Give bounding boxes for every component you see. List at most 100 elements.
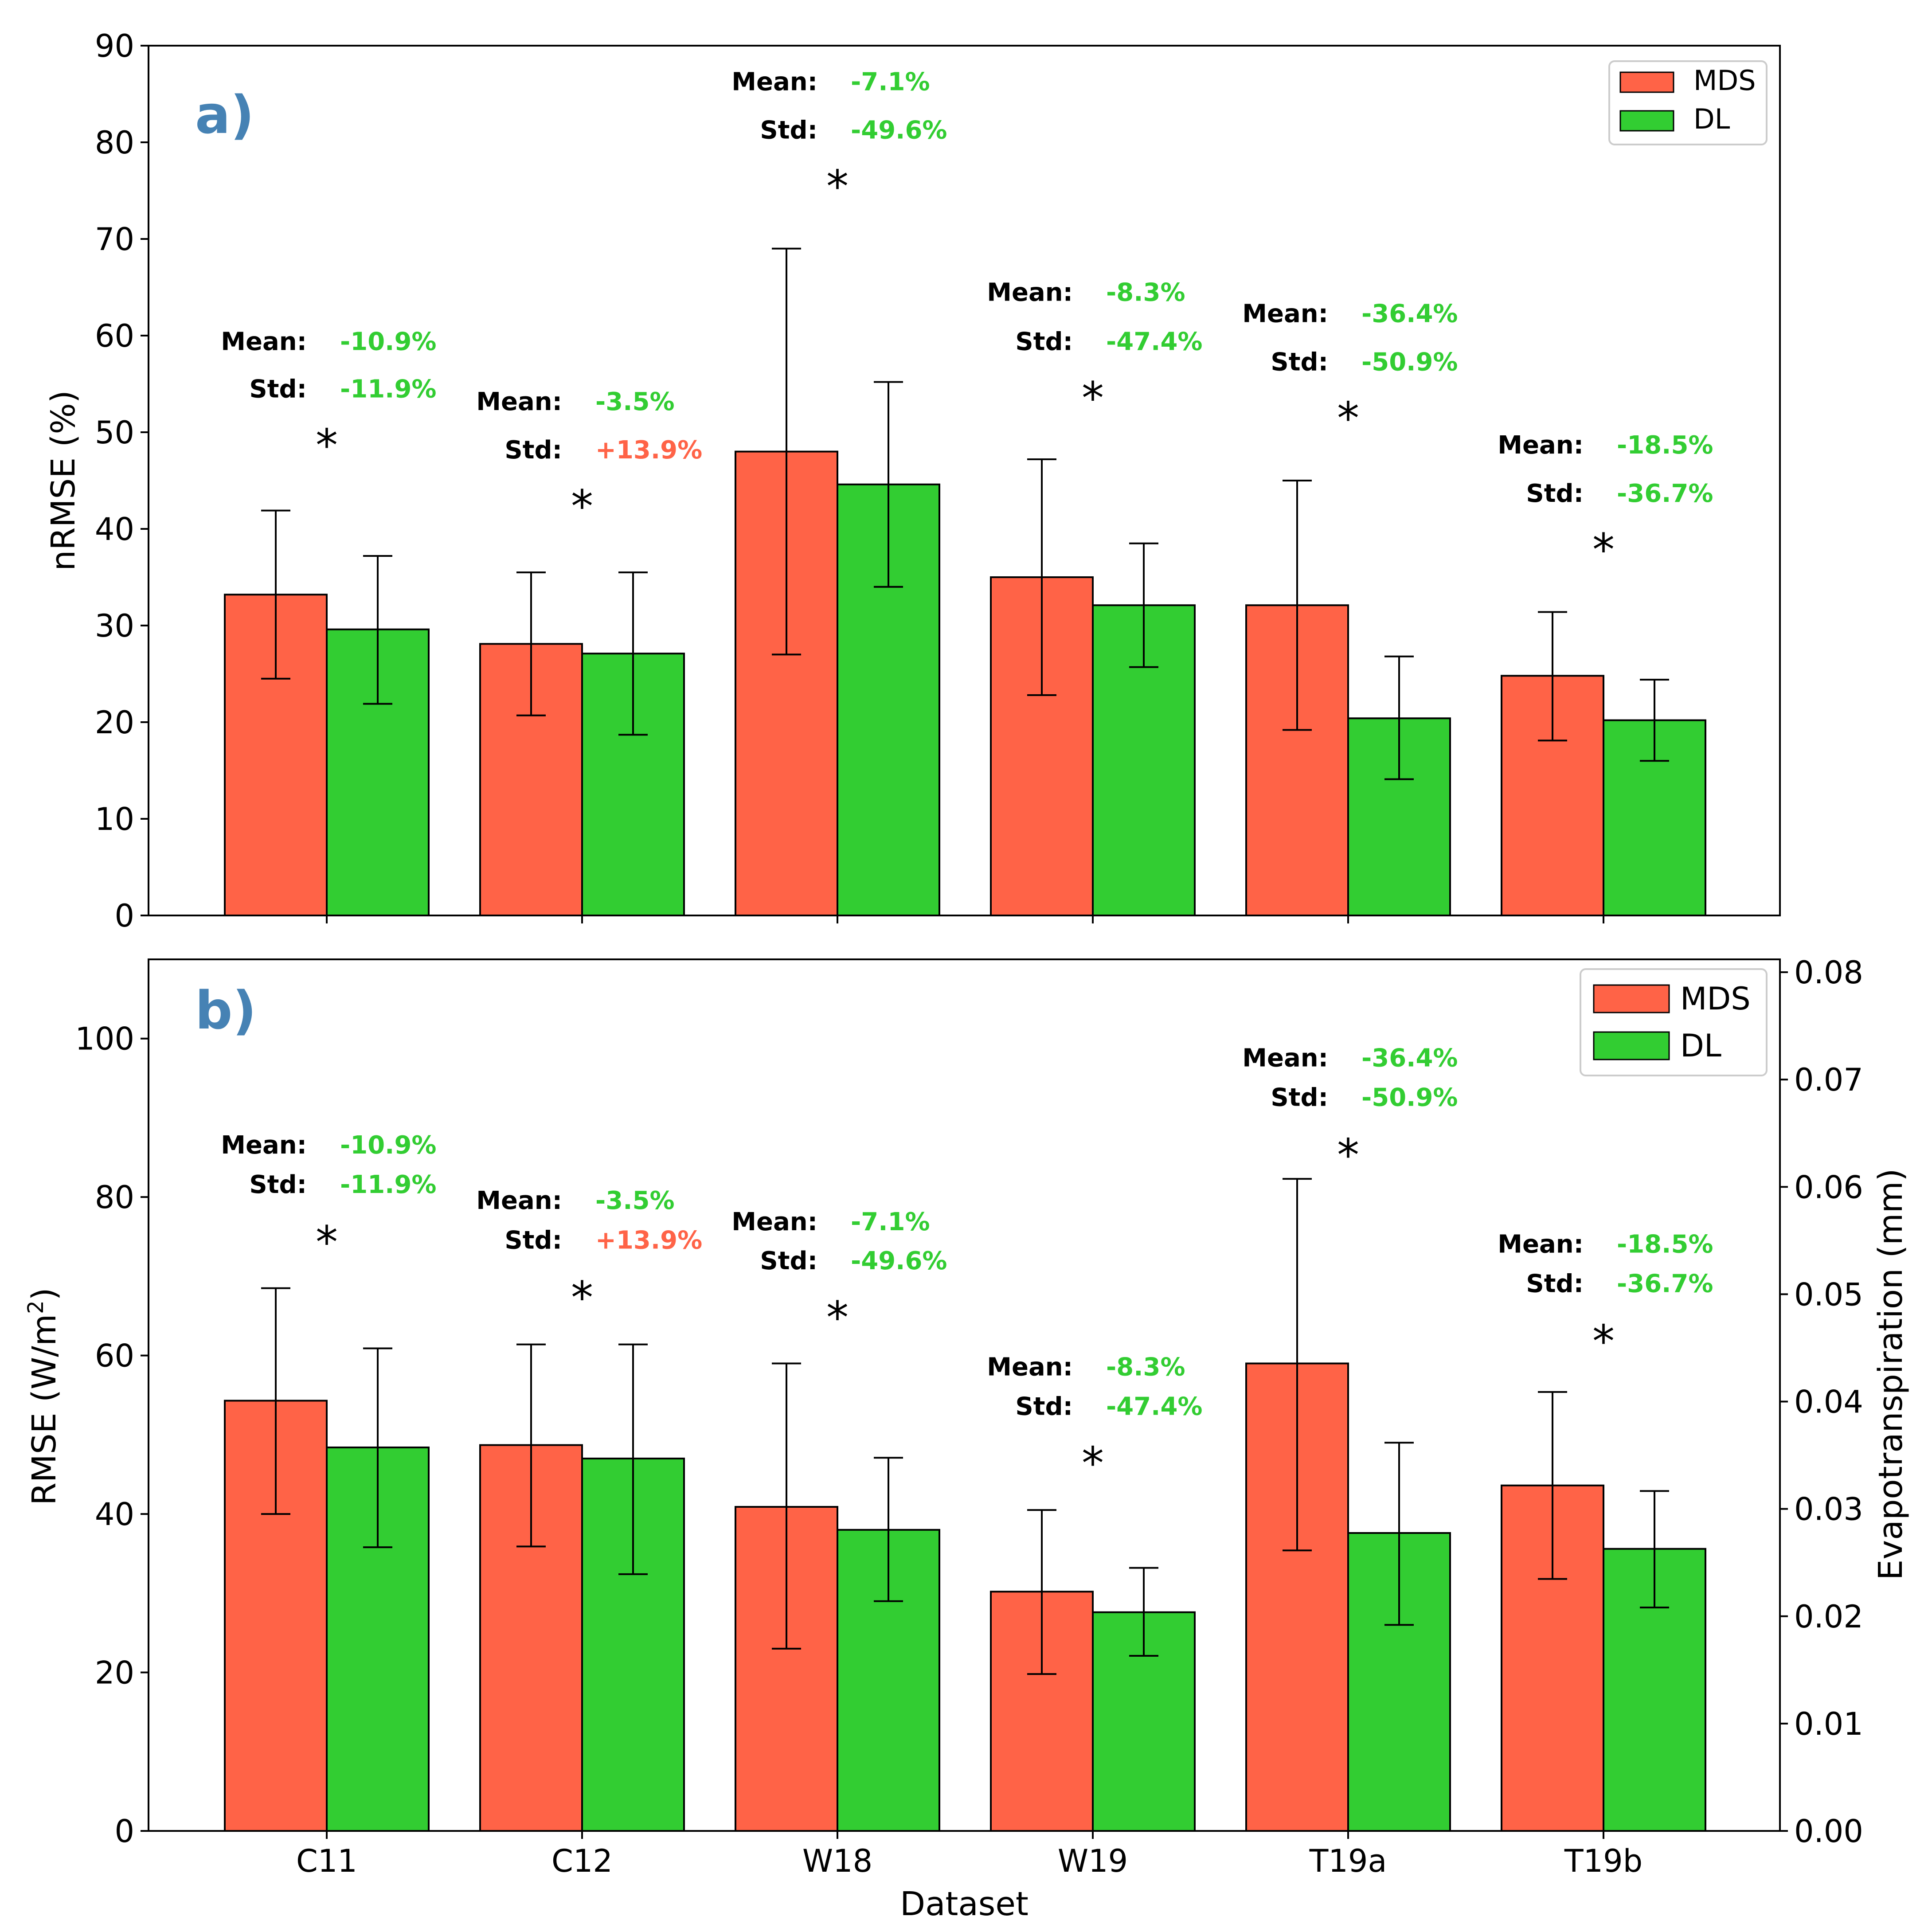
annot-std-label-w19: Std: [1015, 1392, 1073, 1421]
panel-b-legend: MDS DL [1580, 968, 1768, 1076]
annot-mean-label-w19: Mean: [987, 278, 1073, 307]
y2-tick-label-0.07: 0.07 [1794, 1062, 1863, 1098]
panel-b-chart: 0 20 40 60 80 100 0.00 0.01 0.02 0.03 0.04 0.05 0.0… [23, 954, 1910, 1923]
panel-b-y2label: Evapotranspiration (mm) [1872, 1169, 1910, 1580]
annot-star-w19: * [1082, 1437, 1104, 1489]
annot-std-label-t19b: Std: [1526, 1270, 1584, 1298]
panel-a-x-ticks [326, 915, 1604, 923]
panel-a-legend-swatch-dl [1619, 110, 1674, 132]
panel-b-ylabel: RMSE (W/m2) [23, 1288, 63, 1506]
panel-a-annotations: Mean: -10.9% Std: -11.9% * Mean: -3.5% Std: +13.… [221, 67, 1713, 575]
annot-star-t19a: * [1337, 392, 1359, 444]
panel-a-ylabel: nRMSE (%) [44, 390, 82, 571]
y-tick-label-40: 40 [95, 511, 134, 548]
panel-a-legend-label-dl: DL [1693, 103, 1730, 135]
annot-std-value-c12: +13.9% [595, 436, 702, 465]
y2-tick-label-0.02: 0.02 [1794, 1599, 1863, 1635]
annot-std-label-t19a: Std: [1271, 348, 1328, 376]
y-tick-label-20: 20 [95, 1655, 134, 1691]
y-tick-label-80: 80 [95, 125, 134, 161]
y-tick-label-10: 10 [95, 801, 134, 837]
annot-std-label-c11: Std: [249, 1170, 307, 1199]
annot-mean-value-t19b: -18.5% [1617, 431, 1713, 460]
panel-a-legend-label-mds: MDS [1693, 64, 1756, 97]
panel-b-legend-swatch-dl [1593, 1031, 1670, 1060]
annot-star-t19b: * [1592, 1315, 1615, 1367]
annot-star-t19b: * [1592, 524, 1615, 576]
annot-mean-value-t19a: -36.4% [1361, 1044, 1458, 1072]
annot-std-label-w18: Std: [760, 1247, 817, 1275]
y-tick-label-20: 20 [95, 704, 134, 741]
x-tick-label-w18: W18 [802, 1843, 872, 1879]
annot-std-label-w18: Std: [760, 116, 817, 145]
y-tick-label-100: 100 [75, 1021, 134, 1057]
panel-a-legend-swatch-mds [1619, 71, 1674, 93]
panel-b-y2-ticks: 0.00 0.01 0.02 0.03 0.04 0.05 0.06 0.07 0.08 [1780, 954, 1863, 1850]
annot-mean-label-c12: Mean: [476, 387, 562, 416]
annot-std-value-t19b: -36.7% [1617, 479, 1713, 508]
annot-std-value-t19b: -36.7% [1617, 1270, 1713, 1298]
annot-mean-label-t19a: Mean: [1242, 299, 1328, 328]
panel-b-legend-label-dl: DL [1680, 1028, 1721, 1064]
y2-tick-label-0.01: 0.01 [1794, 1706, 1863, 1742]
panel-b-legend-swatch-mds [1593, 984, 1670, 1013]
annot-star-t19a: * [1337, 1129, 1359, 1181]
x-tick-label-c12: C12 [551, 1843, 613, 1879]
y-tick-label-40: 40 [95, 1496, 134, 1533]
panel-a-chart: 0 10 20 30 40 50 60 70 80 90 nRMSE (%) a) Mean: -1… [44, 28, 1781, 934]
y2-tick-label-0.04: 0.04 [1794, 1384, 1863, 1420]
y2-tick-label-0.00: 0.00 [1794, 1813, 1863, 1850]
x-tick-label-t19b: T19b [1564, 1843, 1643, 1879]
panel-a-frame [148, 45, 1781, 916]
y-tick-label-60: 60 [95, 1338, 134, 1374]
panel-b-legend-label-mds: MDS [1680, 981, 1751, 1017]
annot-std-value-w18: -49.6% [851, 116, 947, 145]
annot-std-value-t19a: -50.9% [1361, 348, 1458, 376]
annot-mean-value-c11: -10.9% [340, 328, 437, 356]
panel-b-error-bars [261, 1178, 1669, 1675]
annot-mean-value-w18: -7.1% [851, 67, 930, 96]
panel-a-y-ticks: 0 10 20 30 40 50 60 70 80 90 [95, 28, 149, 934]
annot-mean-value-t19b: -18.5% [1617, 1230, 1713, 1259]
panel-a-legend: MDS DL [1608, 60, 1768, 145]
annot-std-label-w19: Std: [1015, 328, 1073, 356]
annot-star-w18: * [826, 1291, 849, 1343]
annot-std-value-w19: -47.4% [1106, 1392, 1203, 1421]
annot-mean-label-w18: Mean: [731, 1208, 817, 1236]
y-tick-label-90: 90 [95, 28, 134, 64]
annot-mean-label-c12: Mean: [476, 1186, 562, 1215]
annot-std-value-c11: -11.9% [340, 1170, 437, 1199]
annot-mean-label-w18: Mean: [731, 67, 817, 96]
panel-b-annotations: Mean: -10.9%Std: -11.9%*Mean: -3.5%Std: +13.… [221, 1044, 1713, 1489]
annot-mean-value-w18: -7.1% [851, 1208, 930, 1236]
annot-mean-label-w19: Mean: [987, 1353, 1073, 1381]
annot-std-value-c11: -11.9% [340, 375, 437, 404]
panel-b-xlabel: Dataset [900, 1885, 1029, 1923]
panel-a-error-bars [261, 247, 1669, 780]
annot-mean-label-t19a: Mean: [1242, 1044, 1328, 1072]
x-tick-label-w19: W19 [1058, 1843, 1128, 1879]
annot-std-label-c11: Std: [249, 375, 307, 404]
annot-mean-value-w19: -8.3% [1106, 278, 1185, 307]
annot-mean-label-t19b: Mean: [1498, 1230, 1584, 1259]
bar-dl-c12 [581, 1457, 685, 1832]
y-tick-label-50: 50 [95, 415, 134, 451]
y-tick-label-60: 60 [95, 318, 134, 354]
x-tick-label-c11: C11 [296, 1843, 357, 1879]
y-tick-label-0: 0 [114, 898, 134, 934]
y2-tick-label-0.03: 0.03 [1794, 1491, 1863, 1528]
y-tick-label-0: 0 [114, 1813, 134, 1850]
annot-mean-label-c11: Mean: [221, 1131, 307, 1160]
y-tick-label-30: 30 [95, 608, 134, 644]
annot-std-label-c12: Std: [504, 436, 562, 465]
annot-std-value-t19a: -50.9% [1361, 1083, 1458, 1112]
y-tick-label-80: 80 [95, 1179, 134, 1216]
annot-std-label-c12: Std: [504, 1226, 562, 1255]
annot-std-label-t19a: Std: [1271, 1083, 1328, 1112]
annot-mean-value-c11: -10.9% [340, 1131, 437, 1160]
annot-star-c12: * [571, 1272, 593, 1324]
annot-star-c12: * [571, 481, 593, 532]
y2-tick-label-0.05: 0.05 [1794, 1276, 1863, 1313]
annot-mean-value-c12: -3.5% [595, 387, 675, 416]
